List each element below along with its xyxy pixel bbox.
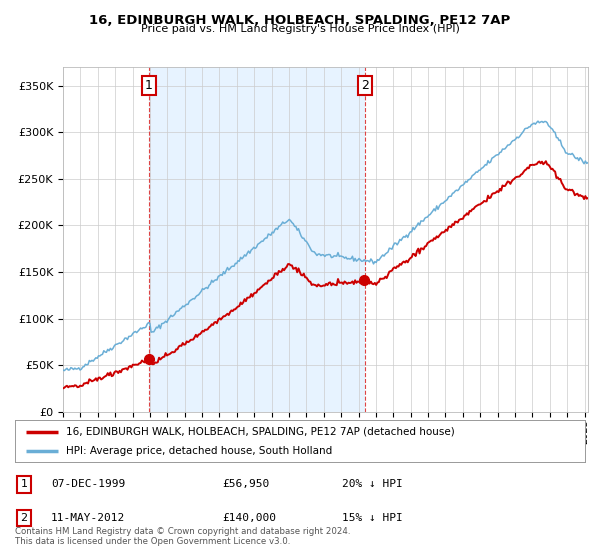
Text: 1: 1 xyxy=(145,80,152,92)
Text: £140,000: £140,000 xyxy=(222,513,276,523)
Text: HPI: Average price, detached house, South Holland: HPI: Average price, detached house, Sout… xyxy=(66,446,332,456)
Text: 2: 2 xyxy=(361,80,369,92)
Text: Contains HM Land Registry data © Crown copyright and database right 2024.
This d: Contains HM Land Registry data © Crown c… xyxy=(15,526,350,546)
Text: 16, EDINBURGH WALK, HOLBEACH, SPALDING, PE12 7AP (detached house): 16, EDINBURGH WALK, HOLBEACH, SPALDING, … xyxy=(66,427,455,437)
Text: 16, EDINBURGH WALK, HOLBEACH, SPALDING, PE12 7AP: 16, EDINBURGH WALK, HOLBEACH, SPALDING, … xyxy=(89,14,511,27)
Text: 11-MAY-2012: 11-MAY-2012 xyxy=(51,513,125,523)
Text: 2: 2 xyxy=(20,513,28,523)
Text: 20% ↓ HPI: 20% ↓ HPI xyxy=(342,479,403,489)
Text: 15% ↓ HPI: 15% ↓ HPI xyxy=(342,513,403,523)
Text: 1: 1 xyxy=(20,479,28,489)
Bar xyxy=(149,67,365,412)
Text: 07-DEC-1999: 07-DEC-1999 xyxy=(51,479,125,489)
Text: £56,950: £56,950 xyxy=(222,479,269,489)
Text: Price paid vs. HM Land Registry's House Price Index (HPI): Price paid vs. HM Land Registry's House … xyxy=(140,24,460,34)
